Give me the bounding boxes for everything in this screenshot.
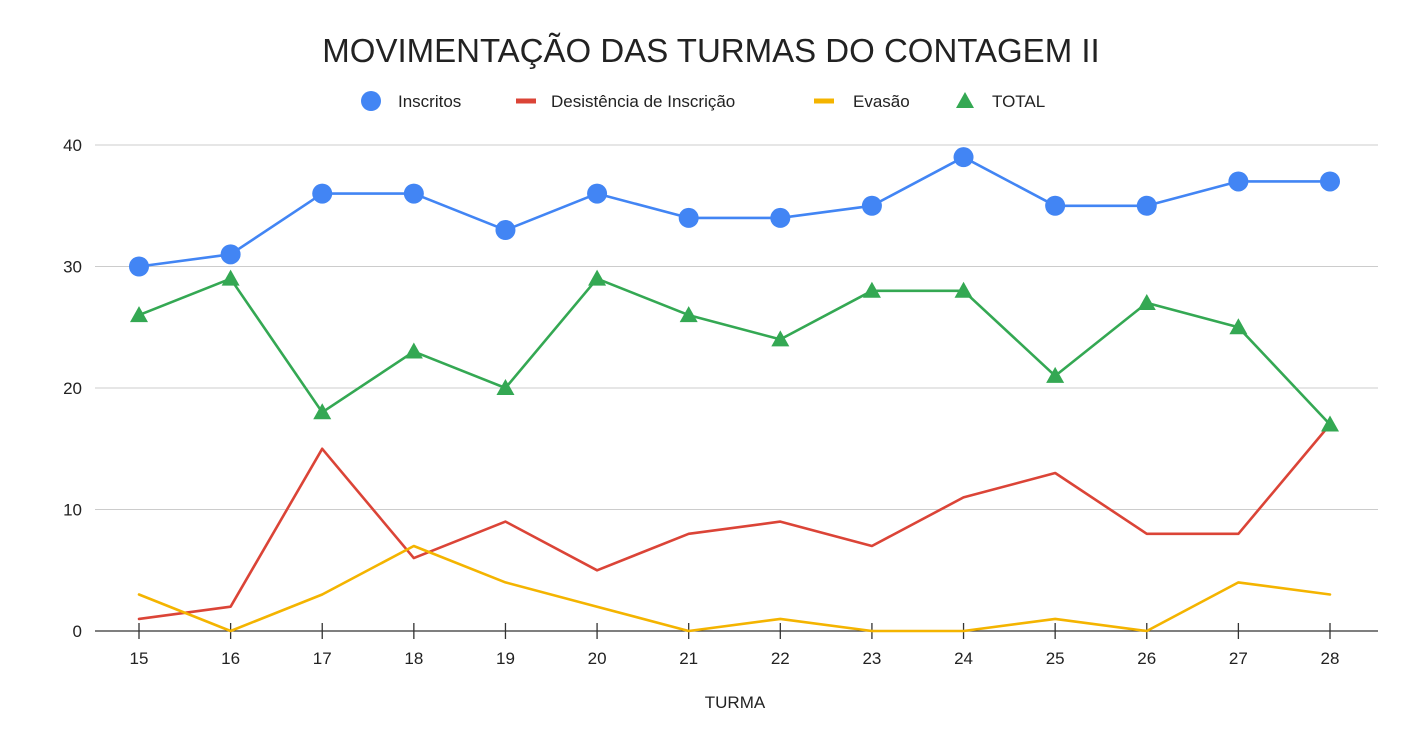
series-markers <box>129 147 1340 432</box>
x-tick-label: 26 <box>1137 649 1156 668</box>
point-inscritos <box>403 183 424 204</box>
y-tick-label: 10 <box>63 501 82 520</box>
x-tick-label: 21 <box>679 649 698 668</box>
legend-swatch <box>956 92 974 108</box>
x-tick-label: 17 <box>313 649 332 668</box>
legend: Inscritos Desistência de Inscrição Evasão T… <box>361 91 1045 111</box>
x-axis-title: TURMA <box>705 693 766 712</box>
legend-swatch <box>361 91 381 111</box>
legend-label: Evasão <box>853 92 910 111</box>
x-tick-label: 22 <box>771 649 790 668</box>
legend-swatch <box>516 98 536 104</box>
point-inscritos <box>953 147 974 168</box>
series-line-total <box>137 277 1332 426</box>
x-tick-label: 28 <box>1321 649 1340 668</box>
point-total <box>679 306 698 323</box>
x-axis: 15 16 17 18 19 20 21 22 23 24 25 26 27 28 <box>95 623 1378 668</box>
point-inscritos <box>495 220 516 241</box>
x-tick-label: 19 <box>496 649 515 668</box>
chart-title: MOVIMENTAÇÃO DAS TURMAS DO CONTAGEM II <box>322 32 1099 69</box>
gridlines <box>95 144 1378 510</box>
point-total <box>954 281 973 298</box>
point-inscritos <box>587 183 608 204</box>
x-tick-label: 25 <box>1046 649 1065 668</box>
point-total <box>862 281 881 298</box>
legend-item-desistencia-de-inscricao: Desistência de Inscrição <box>516 92 735 111</box>
point-total <box>1046 366 1065 383</box>
point-inscritos <box>1045 195 1066 216</box>
point-inscritos <box>678 207 699 228</box>
point-total <box>404 342 423 359</box>
point-inscritos <box>861 195 882 216</box>
point-inscritos <box>1228 171 1249 192</box>
x-tick-label: 27 <box>1229 649 1248 668</box>
point-total <box>1229 318 1248 335</box>
point-inscritos <box>1136 195 1157 216</box>
point-total <box>496 379 515 395</box>
y-tick-label: 30 <box>63 258 82 277</box>
point-total <box>221 269 240 286</box>
point-inscritos <box>129 256 149 277</box>
point-total <box>313 403 332 420</box>
series-lines <box>137 155 1332 633</box>
series-line-inscritos <box>137 155 1332 268</box>
legend-item-evasao: Evasão <box>814 92 910 111</box>
y-tick-label: 0 <box>73 622 82 641</box>
point-total <box>130 306 148 323</box>
legend-label: Desistência de Inscrição <box>551 92 735 111</box>
point-total <box>771 330 790 347</box>
point-inscritos <box>312 183 333 204</box>
x-tick-label: 23 <box>862 649 881 668</box>
point-inscritos <box>220 244 241 265</box>
legend-label: TOTAL <box>992 92 1045 111</box>
series-line-evasao <box>137 544 1332 633</box>
legend-swatch <box>814 98 834 104</box>
x-tick-label: 16 <box>221 649 240 668</box>
x-tick-label: 24 <box>954 649 973 668</box>
legend-item-total: TOTAL <box>956 92 1045 111</box>
point-inscritos <box>1320 171 1340 192</box>
y-tick-label: 20 <box>63 379 82 398</box>
point-total <box>1321 415 1339 432</box>
x-tick-label: 20 <box>588 649 607 668</box>
y-axis: 0 10 20 30 40 <box>63 136 82 641</box>
legend-item-inscritos: Inscritos <box>361 91 461 111</box>
point-inscritos <box>770 207 791 228</box>
x-tick-label: 18 <box>404 649 423 668</box>
point-total <box>1137 293 1156 310</box>
y-tick-label: 40 <box>63 136 82 155</box>
x-tick-label: 15 <box>130 649 149 668</box>
point-total <box>588 269 607 286</box>
legend-label: Inscritos <box>398 92 461 111</box>
series-line-desistencia-de-inscricao <box>137 423 1332 621</box>
